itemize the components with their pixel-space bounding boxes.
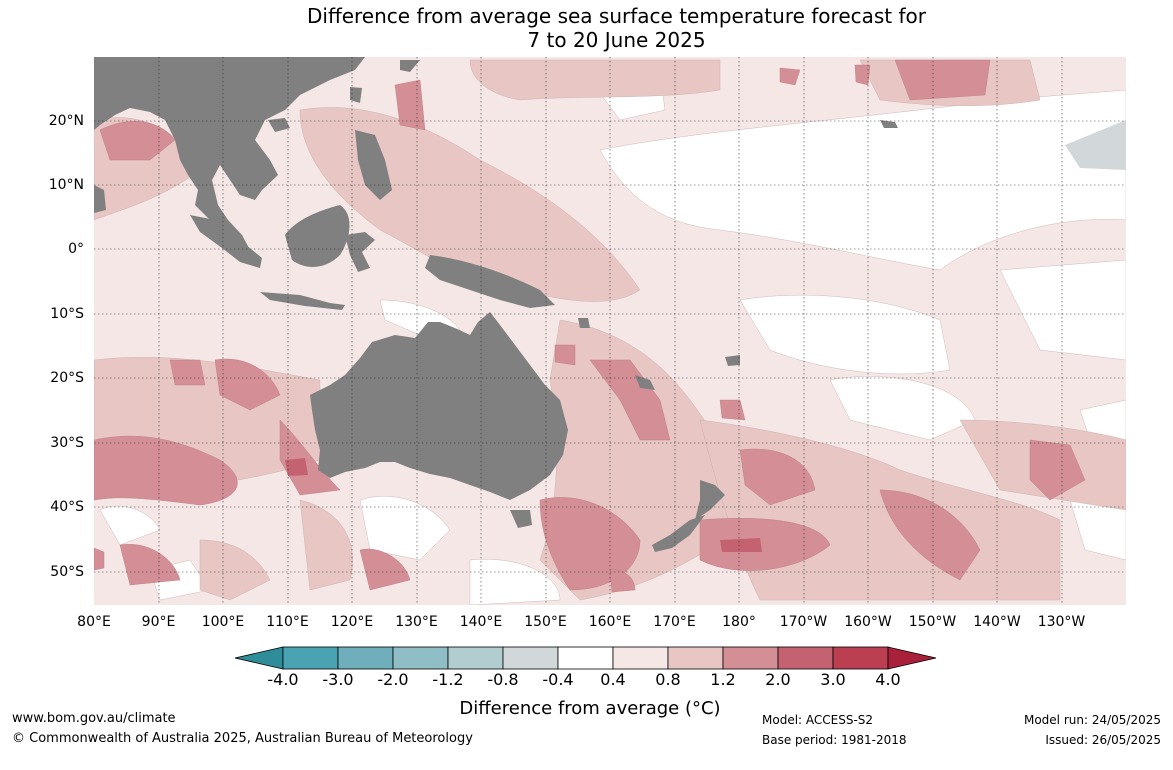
java <box>260 292 345 310</box>
colorbar-segment <box>282 646 339 670</box>
colorbar-segment <box>612 646 669 670</box>
cool-anomaly-region <box>1065 120 1126 170</box>
latitude-label: 20°S <box>50 370 84 386</box>
colorbar <box>234 646 937 670</box>
latitude-label: 20°N <box>48 113 84 129</box>
sulawesi <box>345 232 375 272</box>
longitude-label: 160°E <box>588 614 632 630</box>
map-title-line2: 7 to 20 June 2025 <box>527 28 706 52</box>
longitude-label: 90°E <box>141 614 176 630</box>
longitude-label: 130°E <box>395 614 438 630</box>
colorbar-segment <box>777 646 834 670</box>
longitude-label: 170°W <box>779 614 828 630</box>
colorbar-tick-label: -0.4 <box>542 670 574 689</box>
colorbar-tick-label: 4.0 <box>875 670 901 689</box>
strong-warm-regions <box>94 59 1086 593</box>
latitude-label: 40°S <box>50 499 84 515</box>
japan-islands <box>400 60 420 72</box>
colorbar-tick-label: -1.2 <box>432 670 464 689</box>
longitude-label: 130°W <box>1037 614 1086 630</box>
colorbar-segment <box>447 646 504 670</box>
graticule <box>94 57 1126 605</box>
latitude-label: 10°N <box>48 177 84 193</box>
asia-mainland <box>94 57 365 250</box>
colorbar-tick-label: -0.8 <box>487 670 519 689</box>
colorbar-segment <box>337 646 394 670</box>
sumatra <box>190 215 262 268</box>
taiwan <box>350 87 362 103</box>
colorbar-title: Difference from average (°C) <box>459 698 721 719</box>
longitude-label: 150°E <box>524 614 567 630</box>
longitude-label: 180° <box>722 614 756 630</box>
tasmania <box>510 510 532 528</box>
colorbar-segment <box>392 646 449 670</box>
colorbar-tick-label: 0.4 <box>600 670 626 689</box>
sri-lanka <box>94 185 106 213</box>
land-masses <box>94 57 898 552</box>
very-warm-regions <box>285 458 762 552</box>
longitude-label: 100°E <box>201 614 245 630</box>
footer-issued: Issued: 26/05/2025 <box>1045 733 1161 747</box>
footer-url: www.bom.gov.au/climate <box>12 711 176 726</box>
latitude-label: 50°S <box>50 564 84 580</box>
footer-model: Model: ACCESS-S2 <box>762 713 874 727</box>
new-guinea <box>425 255 555 308</box>
colorbar-tick-label: 2.0 <box>765 670 791 689</box>
colorbar-segment <box>557 646 614 670</box>
longitude-label: 150°W <box>908 614 957 630</box>
colorbar-tick-label: 3.0 <box>820 670 846 689</box>
map-area <box>94 57 1126 605</box>
colorbar-max-arrow <box>887 646 937 670</box>
colorbar-segment <box>722 646 779 670</box>
colorbar-min-arrow <box>234 646 284 670</box>
latitude-label: 0° <box>68 241 84 257</box>
hainan <box>268 118 290 132</box>
longitude-label: 110°E <box>266 614 309 630</box>
map-title-line1: Difference from average sea surface temp… <box>306 4 926 28</box>
colorbar-tick-label: 0.8 <box>655 670 681 689</box>
latitude-label: 30°S <box>50 435 84 451</box>
nz-north-island <box>695 480 725 520</box>
map-title: Difference from average sea surface temp… <box>0 4 1173 52</box>
longitude-label: 140°W <box>973 614 1021 630</box>
nz-south-island <box>652 515 705 552</box>
footer-base-period: Base period: 1981-2018 <box>762 733 907 747</box>
hawaii <box>880 120 898 128</box>
footer-copyright: © Commonwealth of Australia 2025, Austra… <box>12 731 473 746</box>
longitude-label: 160°W <box>844 614 892 630</box>
colorbar-tick-label: 1.2 <box>710 670 736 689</box>
borneo <box>285 205 350 267</box>
longitude-label: 170°E <box>653 614 696 630</box>
colorbar-segment <box>667 646 724 670</box>
longitude-label: 140°E <box>459 614 503 630</box>
colorbar-segment <box>832 646 889 670</box>
fiji <box>725 355 740 366</box>
colorbar-tick-label: -2.0 <box>377 670 409 689</box>
colorbar-tick-label: -4.0 <box>267 670 299 689</box>
footer-model-run: Model run: 24/05/2025 <box>1023 713 1161 727</box>
australia <box>310 312 568 500</box>
latitude-label: 10°S <box>50 306 84 322</box>
philippines <box>355 130 392 200</box>
colorbar-tick-label: -3.0 <box>322 670 354 689</box>
longitude-label: 80°E <box>77 614 111 630</box>
solomon-islands <box>578 318 590 328</box>
longitude-label: 120°E <box>330 614 374 630</box>
colorbar-segment <box>502 646 559 670</box>
new-caledonia <box>635 375 655 390</box>
